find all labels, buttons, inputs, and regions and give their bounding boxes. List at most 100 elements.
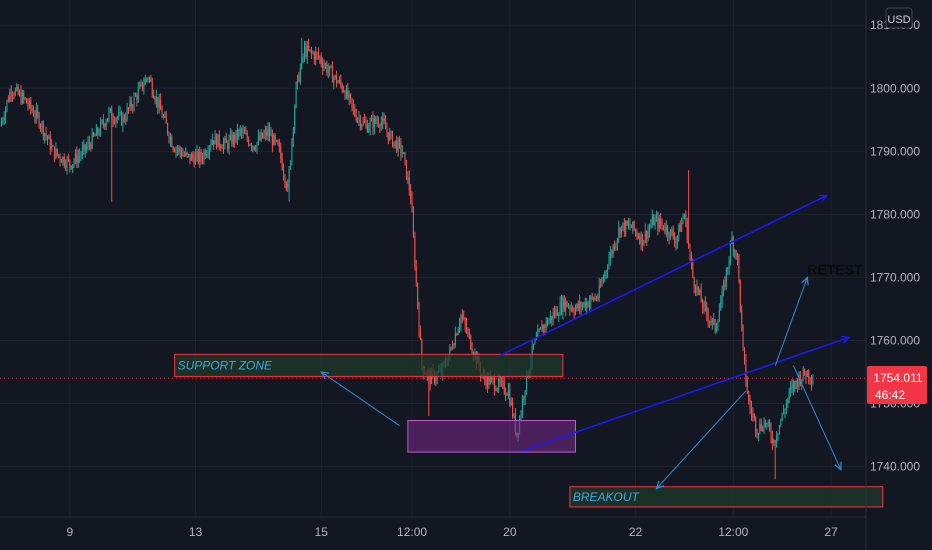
candle-body <box>386 129 388 133</box>
price-tick-label: 1790.000 <box>870 144 920 158</box>
candle-body <box>380 122 382 127</box>
candle-body <box>375 117 377 123</box>
time-axis: 9 13 15 12:00 20 22 12:00 27 <box>66 525 838 539</box>
candle-body <box>90 144 92 149</box>
candle-body <box>108 110 110 119</box>
candle-body <box>209 146 211 153</box>
candle-body <box>21 93 23 103</box>
candle-body <box>331 67 333 83</box>
candle-body <box>372 118 374 129</box>
candle-body <box>493 379 495 391</box>
candle-body <box>176 148 178 150</box>
candle-body <box>172 146 174 150</box>
candle-body <box>500 381 502 383</box>
candle-body <box>164 116 166 118</box>
candle-body <box>382 118 384 123</box>
trend-channel-upper-head <box>818 194 829 203</box>
candle-body <box>654 218 656 225</box>
candle-body <box>558 315 560 317</box>
candle-body <box>551 316 553 321</box>
candle-body <box>682 218 684 223</box>
candle-body <box>524 390 526 399</box>
current-price-label: 1754.011 <box>873 371 922 385</box>
candle-body <box>678 225 680 236</box>
candle-body <box>717 321 719 327</box>
candle-body <box>309 49 311 51</box>
candle-body <box>498 378 500 389</box>
candle-body <box>140 82 142 85</box>
candle-body <box>94 135 96 137</box>
candle-body <box>724 283 726 287</box>
candle-body <box>144 78 146 85</box>
projection-arrow <box>320 371 400 426</box>
candle-body <box>544 325 546 328</box>
candle-body <box>609 251 611 260</box>
candle-body <box>361 124 363 127</box>
candle-body <box>6 100 8 109</box>
candle-body <box>303 46 305 57</box>
candle-body <box>549 316 551 321</box>
candle-body <box>661 224 663 226</box>
candle-body <box>394 140 396 142</box>
candle-body <box>193 157 195 165</box>
candle-body <box>104 124 106 127</box>
candle-body <box>313 53 315 60</box>
candle-body <box>270 134 272 137</box>
candle-body <box>59 155 61 161</box>
candle-body <box>569 306 571 309</box>
candle-body <box>267 128 269 136</box>
time-tick-label: 22 <box>629 525 643 539</box>
candle-body <box>492 377 494 380</box>
candle-body <box>146 78 148 80</box>
candle-body <box>745 359 747 382</box>
candle-body <box>583 302 585 306</box>
support-zone-label: SUPPORT ZONE <box>178 358 273 372</box>
candle-body <box>554 312 556 316</box>
candle-body <box>299 68 301 82</box>
candle-body <box>727 267 729 270</box>
candle-body <box>699 290 701 293</box>
currency-badge[interactable]: USD <box>885 7 913 29</box>
candle-body <box>216 134 217 148</box>
candle-body <box>748 392 750 402</box>
candle-body <box>241 129 243 133</box>
candle-body <box>162 116 164 118</box>
candle-body <box>72 164 74 169</box>
candle-body <box>714 319 716 332</box>
candle-body <box>122 116 124 125</box>
candle-body <box>449 348 451 357</box>
candle-body <box>327 70 329 73</box>
candle-body <box>359 118 361 127</box>
candle-body <box>496 388 498 391</box>
candle-body <box>371 118 373 121</box>
candle-body <box>629 224 631 228</box>
candle-body <box>718 310 720 322</box>
candle-body <box>316 52 318 54</box>
candle-body <box>489 377 491 385</box>
candle-body <box>723 283 725 291</box>
candle-body <box>563 298 565 310</box>
candle-body <box>625 221 627 233</box>
candle-body <box>749 401 751 408</box>
candle-body <box>26 98 28 104</box>
projection-arrow-head <box>655 480 665 490</box>
candle-body <box>55 148 57 159</box>
candle-body <box>429 371 431 384</box>
candle-body <box>693 277 695 288</box>
candle-body <box>0 121 2 127</box>
candle-body <box>334 75 336 78</box>
candle-body <box>674 237 676 244</box>
projection-arrow-head <box>834 461 842 471</box>
candle-body <box>252 145 254 148</box>
candle-body <box>13 94 15 96</box>
candle-body <box>545 320 547 328</box>
candle-body <box>664 229 666 232</box>
projection-arrow <box>656 390 747 489</box>
candle-body <box>685 214 687 221</box>
candle-body <box>350 94 352 99</box>
candle-body <box>565 301 567 310</box>
candle-body <box>30 100 32 109</box>
candle-body <box>358 118 360 120</box>
price-tick-label: 1740.000 <box>870 460 920 474</box>
